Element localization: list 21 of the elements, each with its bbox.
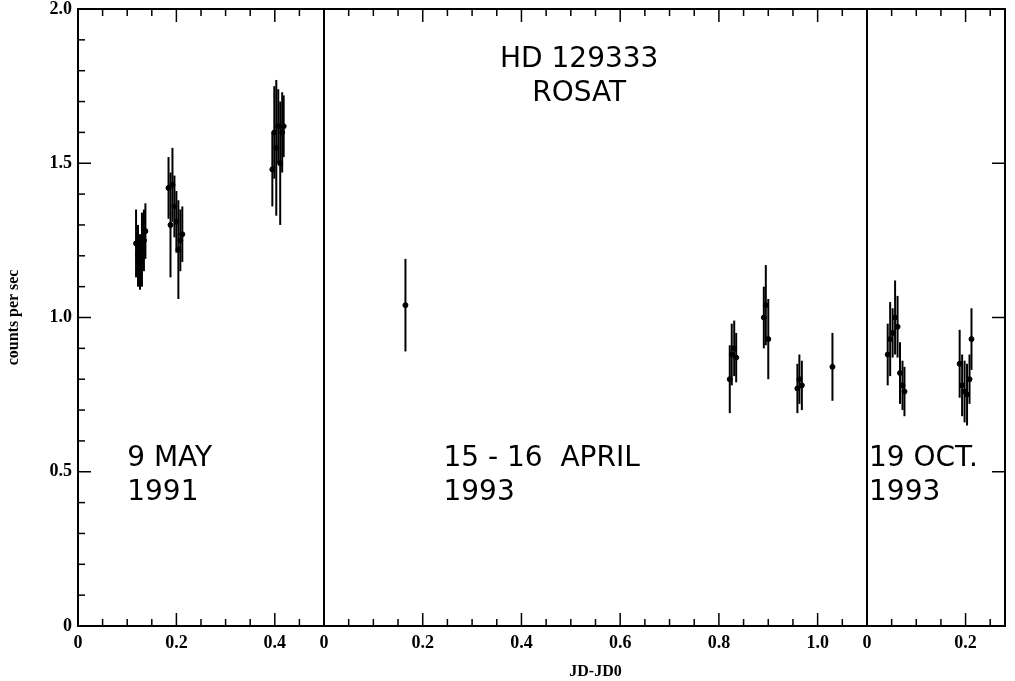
x-tick-label: 0 — [319, 631, 329, 652]
x-tick-label: 0.2 — [165, 631, 188, 652]
annotation: 9 MAY 1991 — [127, 439, 214, 507]
y-tick-label: 2.0 — [49, 0, 72, 18]
x-tick-label: 0.8 — [707, 631, 731, 652]
y-tick-label: 0 — [63, 614, 72, 635]
y-tick-label: 0.5 — [49, 460, 72, 481]
x-tick-label: 0.4 — [510, 631, 533, 652]
x-tick-label: 0 — [862, 631, 872, 652]
y-tick-label: 1.0 — [49, 306, 72, 327]
text: HD 129333 ROSAT — [500, 41, 659, 108]
x-tick-label: 1.0 — [806, 631, 829, 652]
y-tick-label: 1.5 — [49, 151, 72, 172]
x-tick-label: 0.2 — [411, 631, 434, 652]
x-tick-label: 0.2 — [954, 631, 977, 652]
annotation: 15 - 16 APRIL 1993 — [443, 439, 641, 507]
x-tick-label: 0.4 — [263, 631, 287, 652]
x-tick-label: 0.6 — [608, 631, 632, 652]
annotation: 19 OCT. 1993 — [869, 439, 978, 507]
y-axis-title: counts per sec — [3, 269, 22, 366]
x-axis-title: JD-JD0 — [569, 661, 622, 679]
